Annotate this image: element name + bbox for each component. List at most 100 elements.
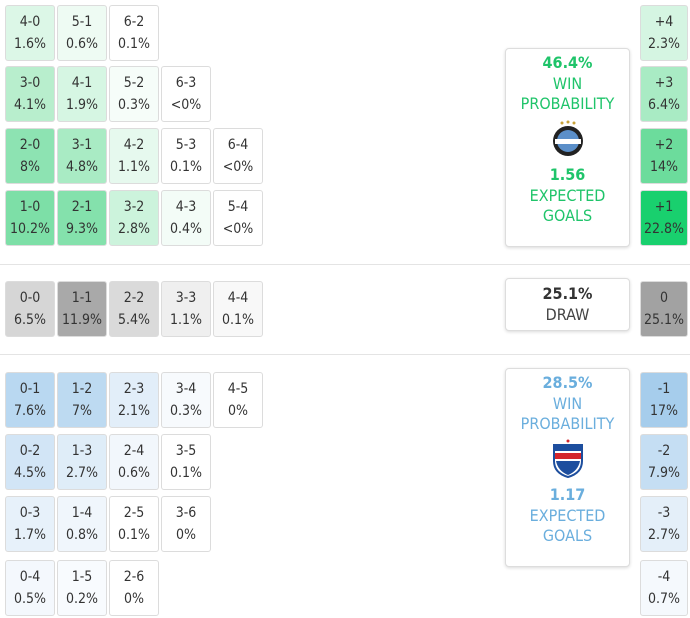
probability: 1.7% (14, 527, 46, 543)
score-cell: 5-1 0.6% (57, 5, 107, 61)
score-cell: 1-1 11.9% (57, 281, 107, 337)
margin: -2 (657, 443, 671, 459)
margin-cell: -2 7.9% (640, 434, 688, 490)
summary-card: 46.4% WIN PROBABILITY 1.56 EXPECTED GOALS (505, 48, 630, 247)
score: 3-1 (71, 137, 93, 153)
probability: 0.2% (66, 591, 98, 607)
probability-label: DRAW (545, 305, 590, 324)
probability-label: WIN PROBABILITY (520, 74, 615, 113)
score: 2-6 (123, 569, 145, 585)
margin-cell: -4 0.7% (640, 560, 688, 616)
score-cell: 6-3 <0% (161, 66, 211, 122)
score: 3-0 (19, 75, 41, 91)
score: 1-2 (71, 381, 93, 397)
logo (552, 120, 583, 156)
margin: -3 (657, 505, 671, 521)
probability: 8% (20, 159, 40, 175)
margin-cell: +3 6.4% (640, 66, 688, 122)
probability: 4.5% (14, 465, 46, 481)
win-probability: 28.5% (542, 373, 593, 392)
probability: 7% (72, 403, 92, 419)
probability: 5.4% (118, 312, 150, 328)
score: 4-5 (227, 381, 249, 397)
score-cell: 6-2 0.1% (109, 5, 159, 61)
probability: 0% (124, 591, 144, 607)
probability: 2.7% (66, 465, 98, 481)
probability: <0% (222, 221, 254, 237)
probability: 25.1% (643, 312, 684, 328)
score: 4-0 (19, 14, 41, 30)
score-cell: 2-1 9.3% (57, 190, 107, 246)
probability: 11.9% (61, 312, 102, 328)
probability: 0.1% (118, 527, 150, 543)
margin-cell: -1 17% (640, 372, 688, 428)
score: 0-3 (19, 505, 41, 521)
margin-cell: +4 2.3% (640, 5, 688, 61)
probability: 0.8% (66, 527, 98, 543)
score: 2-0 (19, 137, 41, 153)
expected-goals: 1.56 (549, 165, 586, 184)
score-cell: 5-4 <0% (213, 190, 263, 246)
probability: 0.3% (118, 97, 150, 113)
probability: 14% (650, 159, 678, 175)
score: 2-4 (123, 443, 145, 459)
score: 4-1 (71, 75, 93, 91)
probability-label: WIN PROBABILITY (520, 394, 615, 433)
probability: 0.6% (66, 36, 98, 52)
expected-goals-label: EXPECTED GOALS (529, 506, 606, 545)
win-probability: 25.1% (542, 284, 593, 303)
score: 5-4 (227, 199, 249, 215)
probability: 1.6% (14, 36, 46, 52)
score-cell: 4-5 0% (213, 372, 263, 428)
score: 2-5 (123, 505, 145, 521)
score-cell: 3-2 2.8% (109, 190, 159, 246)
score: 1-4 (71, 505, 93, 521)
score: 3-6 (175, 505, 197, 521)
margin: +1 (654, 199, 674, 215)
score: 0-0 (19, 290, 41, 306)
score-cell: 1-3 2.7% (57, 434, 107, 490)
score: 3-3 (175, 290, 197, 306)
score-cell: 3-3 1.1% (161, 281, 211, 337)
margin-cell: +2 14% (640, 128, 688, 184)
score-cell: 4-2 1.1% (109, 128, 159, 184)
probability: 2.3% (648, 36, 680, 52)
probability: 0.1% (170, 465, 202, 481)
probability: 0.5% (14, 591, 46, 607)
score-cell: 0-1 7.6% (5, 372, 55, 428)
probability: 1.9% (66, 97, 98, 113)
score: 3-2 (123, 199, 145, 215)
score: 4-4 (227, 290, 249, 306)
probability: 9.3% (66, 221, 98, 237)
margin-cell: +1 22.8% (640, 190, 688, 246)
margin: -4 (657, 569, 671, 585)
score-cell: 3-6 0% (161, 496, 211, 552)
score: 0-1 (19, 381, 41, 397)
expected-goals: 1.17 (549, 485, 586, 504)
probability: 7.9% (648, 465, 680, 481)
score-cell: 4-4 0.1% (213, 281, 263, 337)
probability: 6.5% (14, 312, 46, 328)
score: 6-3 (175, 75, 197, 91)
probability: <0% (222, 159, 254, 175)
score: 2-1 (71, 199, 93, 215)
score-cell: 3-5 0.1% (161, 434, 211, 490)
score-cell: 0-4 0.5% (5, 560, 55, 616)
score-cell: 5-2 0.3% (109, 66, 159, 122)
score: 1-5 (71, 569, 93, 585)
team-logo (506, 114, 629, 164)
score: 5-3 (175, 137, 197, 153)
probability: 6.4% (648, 97, 680, 113)
score-cell: 2-3 2.1% (109, 372, 159, 428)
summary-card: 28.5% WIN PROBABILITY 1.17 EXPECTED GOALS (505, 368, 630, 567)
probability: 0.6% (118, 465, 150, 481)
score: 1-3 (71, 443, 93, 459)
score: 3-5 (175, 443, 197, 459)
probability: 0.4% (170, 221, 202, 237)
separator (0, 264, 690, 265)
probability: 22.8% (643, 221, 684, 237)
probability: 0.1% (170, 159, 202, 175)
score-cell: 3-4 0.3% (161, 372, 211, 428)
probability: 2.1% (118, 403, 150, 419)
